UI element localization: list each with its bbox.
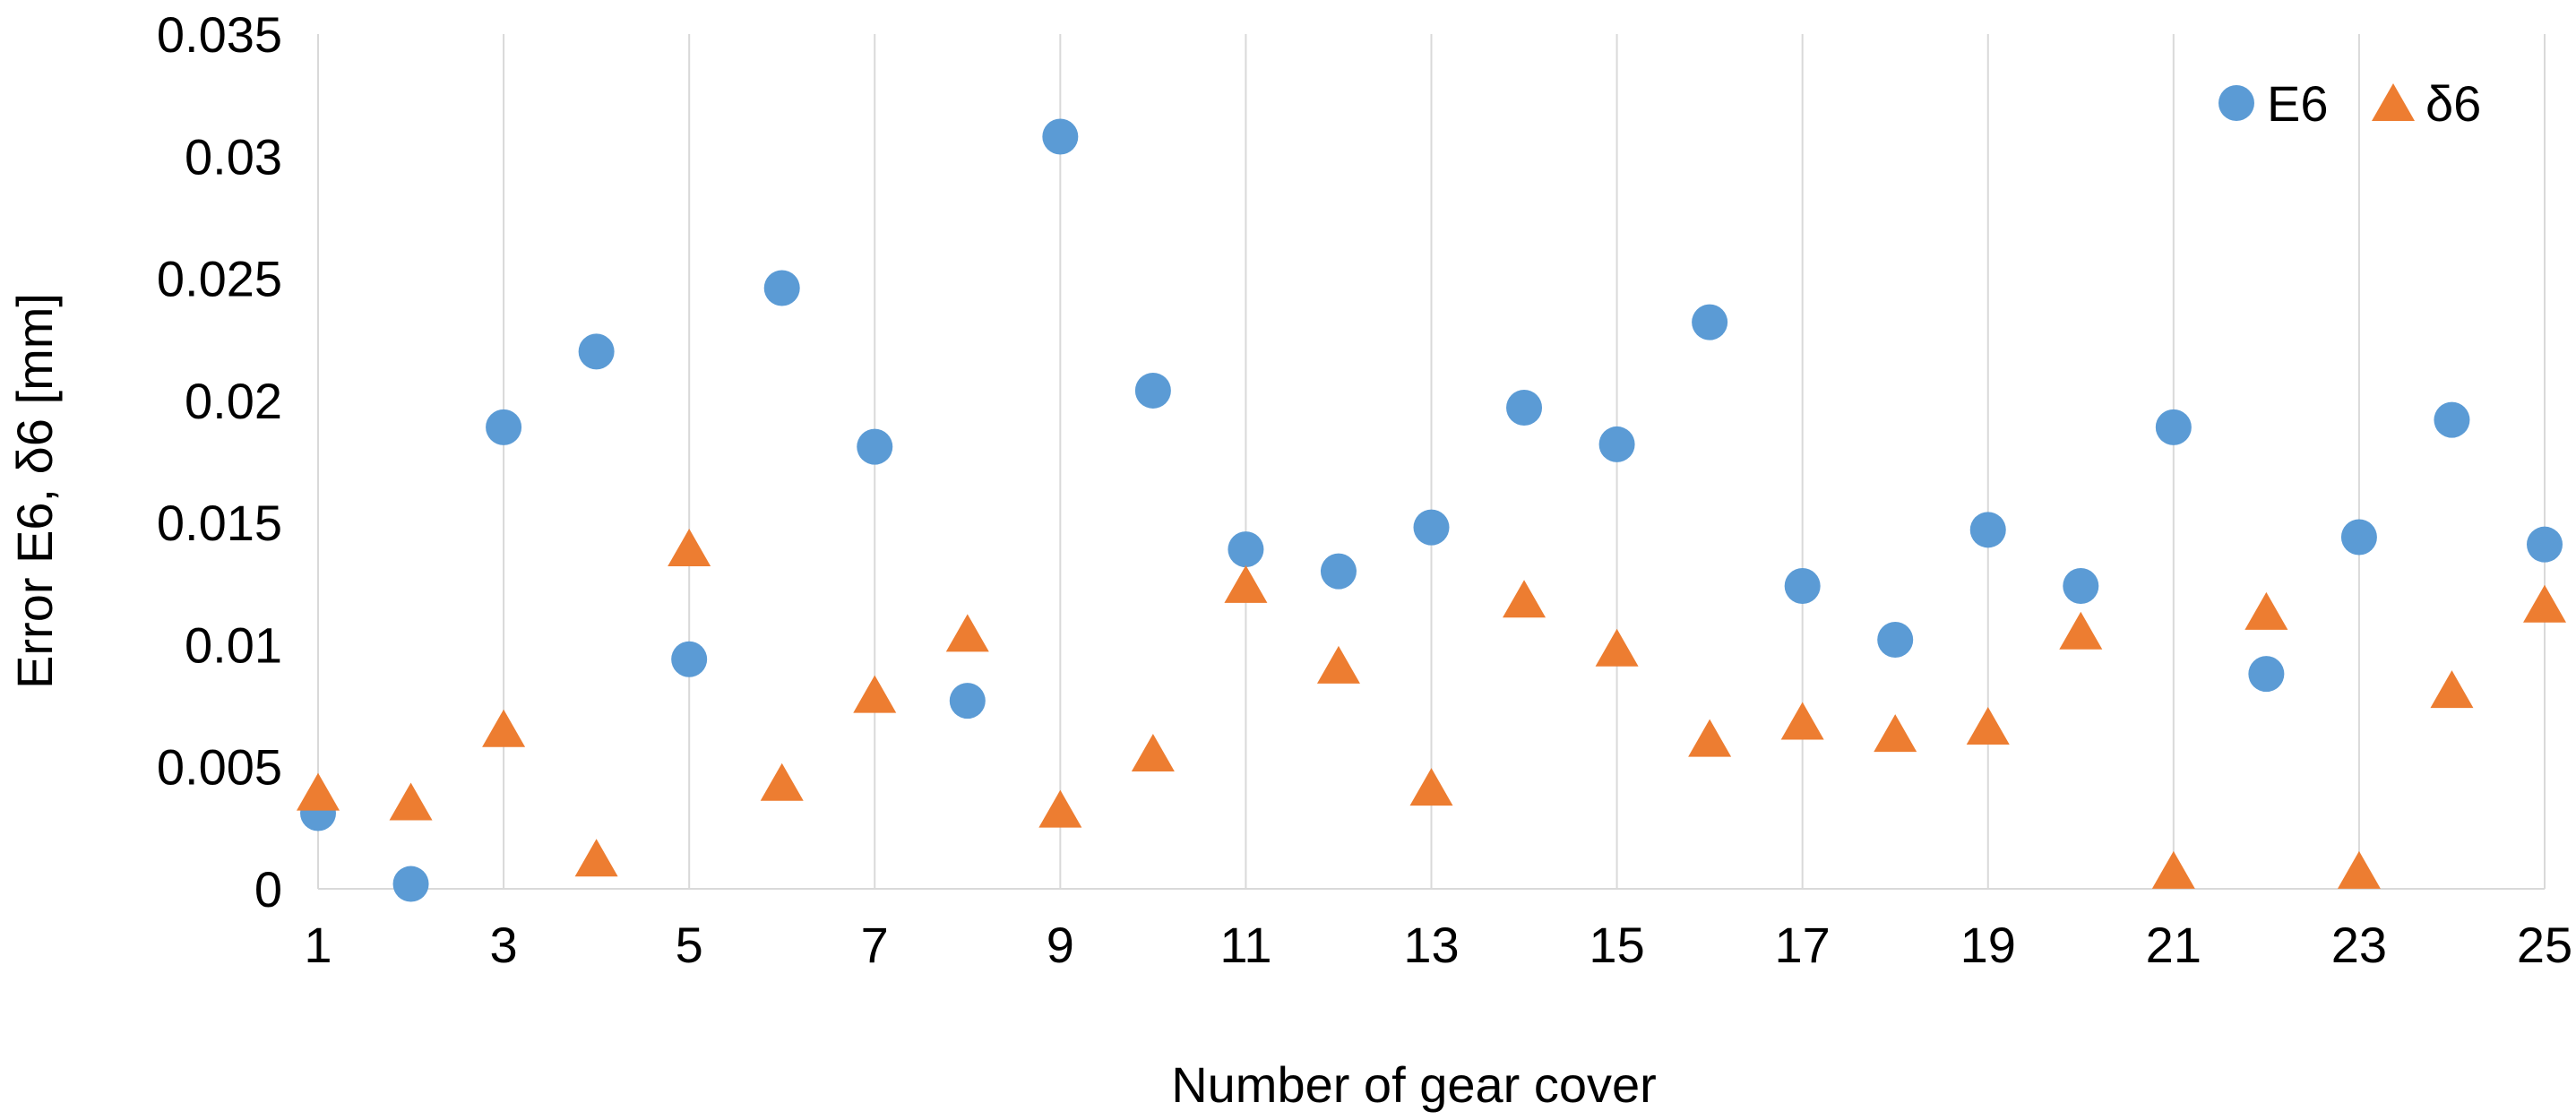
x-tick-label: 23 xyxy=(2331,917,2387,973)
tick-labels: 1 3 5 7 9 11 13 15 17 19 21 23 2500.0050.010.0150.02… xyxy=(157,6,2572,973)
point-e6-14 xyxy=(1506,390,1543,426)
legend-label-e6: E6 xyxy=(2267,75,2329,132)
point-delta6-25 xyxy=(2523,584,2566,623)
point-e6-2 xyxy=(392,866,429,902)
point-e6-12 xyxy=(1320,553,1357,590)
point-e6-20 xyxy=(2063,568,2099,605)
legend: E6 δ6 xyxy=(2218,75,2481,132)
point-e6-13 xyxy=(1413,509,1450,546)
point-delta6-13 xyxy=(1409,768,1453,806)
point-delta6-23 xyxy=(2337,850,2381,889)
x-tick-label: 1 xyxy=(304,917,332,973)
y-tick-label: 0.035 xyxy=(157,6,282,63)
point-e6-22 xyxy=(2248,656,2285,693)
point-e6-4 xyxy=(578,333,615,370)
point-delta6-11 xyxy=(1224,564,1268,603)
point-delta6-9 xyxy=(1038,789,1082,828)
point-delta6-12 xyxy=(1316,645,1360,684)
y-tick-label: 0.02 xyxy=(185,373,282,429)
data-points xyxy=(297,118,2566,902)
point-e6-21 xyxy=(2155,409,2192,445)
point-delta6-5 xyxy=(668,529,711,567)
legend-marker-e6 xyxy=(2218,85,2254,121)
y-axis-title: Error E6, δ6 [mm] xyxy=(6,293,63,689)
point-delta6-18 xyxy=(1874,714,1917,753)
legend-marker-delta6 xyxy=(2372,83,2415,121)
y-tick-label: 0 xyxy=(254,861,282,918)
legend-label-delta6: δ6 xyxy=(2425,75,2481,132)
point-delta6-10 xyxy=(1131,733,1175,771)
x-tick-label: 9 xyxy=(1047,917,1074,973)
point-delta6-6 xyxy=(760,762,804,801)
y-tick-label: 0.015 xyxy=(157,495,282,551)
point-e6-25 xyxy=(2527,526,2563,563)
point-delta6-20 xyxy=(2059,611,2103,650)
point-e6-8 xyxy=(949,683,986,719)
gridlines xyxy=(317,34,2546,889)
point-delta6-16 xyxy=(1688,719,1732,757)
point-e6-24 xyxy=(2434,401,2470,438)
y-tick-label: 0.03 xyxy=(185,128,282,185)
x-tick-label: 3 xyxy=(490,917,518,973)
point-delta6-24 xyxy=(2430,670,2474,709)
x-tick-label: 13 xyxy=(1403,917,1459,973)
point-e6-17 xyxy=(1784,568,1821,605)
point-delta6-17 xyxy=(1780,702,1824,740)
point-e6-16 xyxy=(1692,304,1728,340)
x-tick-label: 15 xyxy=(1589,917,1644,973)
point-e6-5 xyxy=(671,641,708,677)
point-delta6-2 xyxy=(389,782,433,821)
x-tick-label: 19 xyxy=(1960,917,2016,973)
x-tick-label: 17 xyxy=(1775,917,1831,973)
point-delta6-3 xyxy=(482,709,526,747)
x-tick-label: 25 xyxy=(2517,917,2572,973)
x-tick-label: 21 xyxy=(2146,917,2201,973)
point-e6-3 xyxy=(486,409,522,445)
point-e6-11 xyxy=(1228,531,1264,568)
point-e6-23 xyxy=(2340,519,2377,556)
point-e6-18 xyxy=(1877,621,1914,658)
y-tick-label: 0.025 xyxy=(157,251,282,307)
point-delta6-22 xyxy=(2244,591,2288,630)
point-delta6-21 xyxy=(2151,850,2195,889)
x-tick-label: 11 xyxy=(1219,917,1271,973)
x-tick-label: 5 xyxy=(676,917,703,973)
point-delta6-15 xyxy=(1595,628,1639,667)
point-e6-10 xyxy=(1134,372,1171,409)
y-tick-label: 0.005 xyxy=(157,739,282,796)
point-e6-7 xyxy=(857,428,893,465)
point-e6-6 xyxy=(763,270,800,306)
x-tick-label: 7 xyxy=(861,917,889,973)
point-delta6-19 xyxy=(1966,707,2010,745)
x-axis-title: Number of gear cover xyxy=(1171,1056,1657,1113)
point-delta6-8 xyxy=(945,614,989,652)
point-e6-9 xyxy=(1042,118,1079,155)
point-delta6-4 xyxy=(574,839,618,877)
point-e6-15 xyxy=(1598,426,1635,462)
point-delta6-1 xyxy=(297,772,340,811)
y-tick-label: 0.01 xyxy=(185,616,282,673)
point-delta6-14 xyxy=(1503,580,1546,618)
point-e6-19 xyxy=(1969,512,2006,548)
point-delta6-7 xyxy=(853,675,897,713)
